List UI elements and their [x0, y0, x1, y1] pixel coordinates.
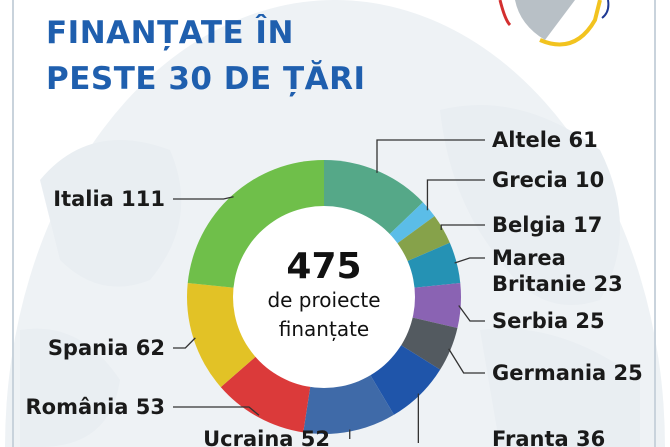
slice-label: Marea Britanie 23: [492, 246, 623, 296]
slice-label: România 53: [25, 395, 165, 419]
slice-label: Belgia 17: [492, 213, 602, 237]
slice-label: Grecia 10: [492, 168, 604, 192]
leader-line-românia: [173, 406, 260, 416]
leader-line-altele: [376, 139, 485, 173]
leader-line-serbia: [458, 305, 485, 322]
slice-label: Ucraina 52: [203, 427, 330, 447]
center-line-1: de proiecte: [267, 288, 380, 312]
leader-line-italia: [173, 196, 234, 200]
slice-label: Altele 61: [492, 128, 598, 152]
title-line-1: FINANȚATE ÎN: [46, 15, 294, 51]
donut-hole: [233, 206, 415, 388]
leader-line-belgia: [440, 224, 485, 231]
frame-border: [12, 0, 656, 447]
title-line-2: PESTE 30 DE ȚĂRI: [46, 61, 366, 97]
slice-label: Germania 25: [492, 361, 643, 385]
slice-label: Serbia 25: [492, 309, 605, 333]
leader-line-spania: [173, 337, 196, 349]
slice-label: Franța 36: [492, 427, 605, 447]
logo: [498, 0, 610, 47]
page-title: FINANȚATE ÎN PESTE 30 DE ȚĂRI: [46, 10, 366, 102]
leader-line-germania: [448, 348, 485, 374]
slice-label: Italia 111: [53, 187, 165, 211]
center-line-2: finanțate: [279, 317, 369, 341]
slice-label: Spania 62: [48, 336, 165, 360]
leader-line-marea-britanie: [454, 257, 485, 264]
leader-line-grecia: [426, 179, 485, 211]
center-value: 475: [286, 246, 361, 287]
